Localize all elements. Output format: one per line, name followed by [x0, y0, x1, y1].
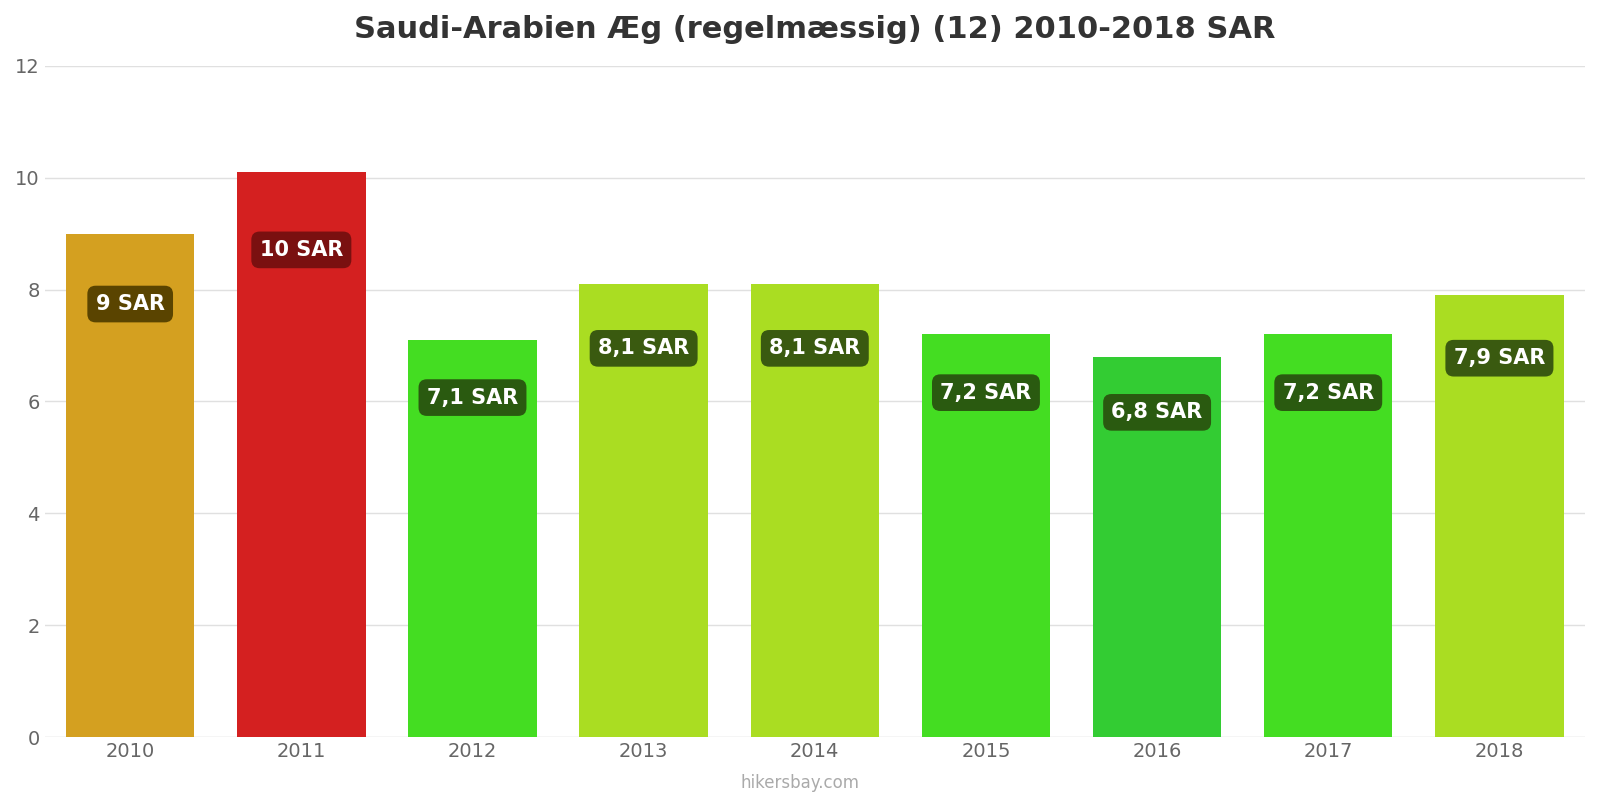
Bar [66, 234, 194, 737]
Bar [1093, 357, 1221, 737]
Text: 7,2 SAR: 7,2 SAR [1283, 382, 1374, 402]
Text: 6,8 SAR: 6,8 SAR [1112, 402, 1203, 422]
Text: hikersbay.com: hikersbay.com [741, 774, 859, 792]
Bar [408, 340, 536, 737]
Bar [1264, 334, 1392, 737]
Text: 9 SAR: 9 SAR [96, 294, 165, 314]
Text: 7,2 SAR: 7,2 SAR [941, 382, 1032, 402]
Bar [922, 334, 1050, 737]
Text: 8,1 SAR: 8,1 SAR [598, 338, 690, 358]
Title: Saudi-Arabien Æg (regelmæssig) (12) 2010-2018 SAR: Saudi-Arabien Æg (regelmæssig) (12) 2010… [354, 15, 1275, 44]
Bar [237, 172, 365, 737]
Text: 7,9 SAR: 7,9 SAR [1454, 348, 1546, 368]
Bar [1435, 295, 1563, 737]
Text: 8,1 SAR: 8,1 SAR [770, 338, 861, 358]
Text: 10 SAR: 10 SAR [259, 240, 342, 260]
Bar [579, 284, 707, 737]
Text: 7,1 SAR: 7,1 SAR [427, 387, 518, 407]
Bar [750, 284, 878, 737]
